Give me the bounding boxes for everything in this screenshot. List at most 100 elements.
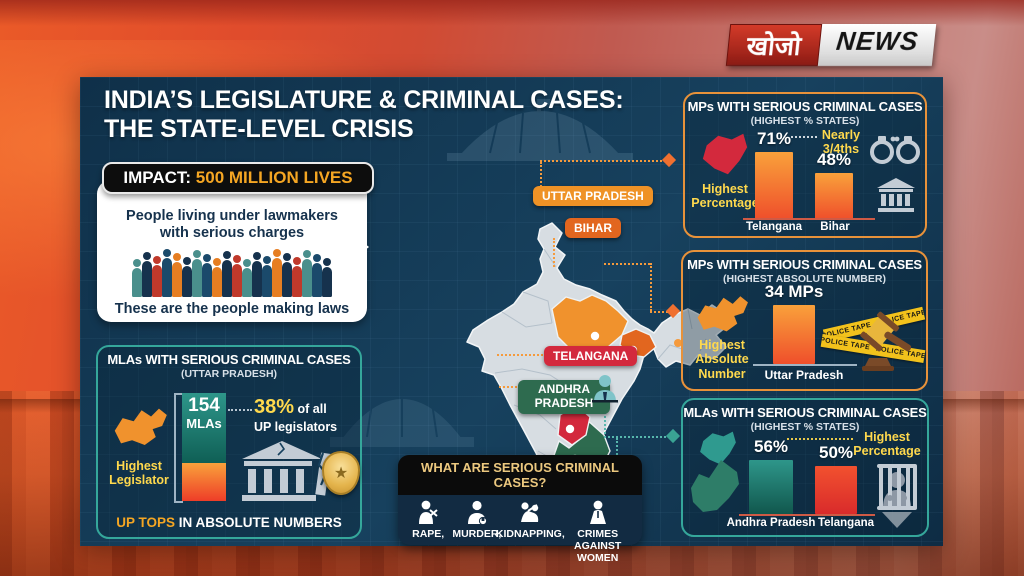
police-badge-icon: ★ [322, 451, 360, 495]
panel-subtitle: (HIGHEST ABSOLUTE NUMBER) [723, 273, 886, 285]
panel-subtitle: (HIGHEST % STATES) [750, 115, 860, 127]
bar-label-uttar-pradesh: Uttar Pradesh [764, 368, 844, 382]
serious-items: RAPE, MURDER, KIDNAPPING, [398, 495, 642, 564]
kidnapping-icon [521, 502, 539, 522]
telangana-shape-teal-icon [700, 431, 736, 465]
panel-footer: UP TOPS IN ABSOLUTE NUMBERS [116, 515, 342, 530]
murder-icon [467, 500, 487, 526]
rape-icon [419, 500, 438, 524]
person-silhouette [161, 248, 173, 297]
bar-telangana: 50% [815, 443, 857, 514]
connector-up-to-mp-panel [540, 160, 670, 162]
nearly-three-fourths-note: Nearly 3/4ths [821, 128, 861, 157]
person-silhouette [241, 258, 253, 297]
handcuffs-icon [870, 136, 920, 164]
person-silhouette [181, 256, 193, 297]
person-silhouette [271, 248, 283, 297]
map-label-telangana: TELANGANA [544, 346, 638, 366]
down-arrow-icon [882, 512, 912, 528]
crimes-against-women-icon [589, 500, 606, 524]
map-label-bihar: BIHAR [565, 218, 621, 238]
person-silhouette [151, 255, 163, 297]
chart-baseline [739, 514, 875, 516]
chart-baseline [743, 218, 875, 220]
person-silhouette [221, 250, 233, 297]
bar-bihar: 48% [815, 150, 853, 219]
person-silhouette [321, 257, 333, 297]
panel-serious-cases: WHAT ARE SERIOUS CRIMINAL CASES? RAPE, M… [398, 455, 642, 564]
bar-label-telangana: Telangana [817, 517, 875, 529]
connector-to-serious [616, 438, 618, 455]
bar-unit: MLAs [186, 415, 222, 431]
impact-description: People living under lawmakers with serio… [126, 208, 338, 242]
title-line2: THE STATE-LEVEL CRISIS [104, 115, 414, 143]
parliament-watermark-small-icon [330, 393, 474, 447]
bar-value: 71% [756, 129, 792, 148]
panel-subtitle: (UTTAR PRADESH) [180, 368, 278, 380]
connector-andhra [499, 386, 517, 388]
impact-speech-bubble: People living under lawmakers with serio… [97, 180, 369, 322]
impact-value: 500 MILLION LIVES [195, 168, 353, 187]
connector-ap-down [604, 404, 606, 438]
telangana-shape-icon [702, 133, 748, 175]
bar-label-bihar: Bihar [820, 221, 850, 233]
bar-value: 154 [188, 395, 220, 416]
connector-ne-v [650, 263, 652, 311]
panel-mla-percentage: MLAs WITH SERIOUS CRIMINAL CASES (HIGHES… [681, 398, 929, 537]
person-silhouette [211, 257, 223, 297]
bar-telangana: 71% [755, 129, 793, 219]
connector-bihar [553, 238, 555, 267]
panel-title: MLAs WITH SERIOUS CRIMINAL CASES [107, 352, 351, 367]
person-marker-icon [592, 375, 618, 403]
logo-news-text: NEWS [817, 24, 937, 66]
map-label-andhra-pradesh: ANDHRA PRADESH [518, 380, 610, 414]
jail-icon [877, 464, 917, 510]
panel-title: MPs WITH SERIOUS CRIMINAL CASES [687, 99, 923, 114]
uttar-pradesh-shape-icon [697, 296, 748, 332]
note-leader [787, 438, 853, 440]
connector-ne-h1 [604, 263, 650, 265]
person-silhouette [141, 251, 153, 297]
bar-teal-segment: 154 MLAs [182, 393, 226, 463]
bar-orange-segment [182, 463, 226, 501]
connector-arrow-1 [661, 152, 677, 168]
note-bracket [791, 136, 817, 138]
bar-value: 34 MPs [764, 282, 824, 301]
person-silhouette [261, 255, 273, 297]
andhra-pradesh-shape-icon [691, 460, 739, 512]
person-silhouette [291, 256, 303, 297]
mla-stacked-bar: 154 MLAs [182, 393, 226, 501]
connector-telangana [497, 354, 543, 356]
bar-value: 48% [816, 150, 852, 169]
person-silhouette [311, 253, 323, 297]
serious-item-crimes-against-women: CRIMES AGAINST WOMEN [559, 500, 636, 564]
serious-item-rape: RAPE, [404, 500, 452, 540]
serious-item-kidnapping: KIDNAPPING, [496, 500, 565, 540]
title-line1: INDIA’S LEGISLATURE & CRIMINAL CASES: [104, 86, 624, 114]
person-silhouette [131, 258, 143, 297]
serious-title: WHAT ARE SERIOUS CRIMINAL CASES? [398, 455, 642, 495]
bar-value: 50% [818, 443, 854, 462]
highest-absolute-number-label: Highest Absolute Number [695, 338, 749, 381]
logo-hindi-text: खोजो [725, 24, 823, 66]
connector-ap-right [604, 436, 670, 438]
connector-up-vert [540, 162, 542, 187]
highest-legislator-label: Highest Legislator [109, 459, 169, 488]
highest-percentage-label: Highest Percentage [691, 182, 759, 211]
impact-caption: These are the people making laws [114, 300, 350, 317]
panel-mp-percentage: MPs WITH SERIOUS CRIMINAL CASES (HIGHEST… [683, 92, 927, 238]
sky-gradient [0, 0, 1024, 26]
person-silhouette [171, 252, 183, 297]
bar-andhra-pradesh: 56% [749, 437, 793, 514]
parliament-watermark-icon [447, 99, 633, 161]
highest-percentage-note: Highest Percentage [853, 430, 921, 459]
channel-logo: खोजो NEWS [725, 24, 937, 66]
pct-value: 38% [254, 396, 295, 418]
bar-value: 56% [753, 437, 789, 456]
panel-mla-uttar-pradesh: MLAs WITH SERIOUS CRIMINAL CASES (UTTAR … [96, 345, 362, 539]
map-label-uttar-pradesh: UTTAR PRADESH [533, 186, 653, 206]
panel-subtitle: (HIGHEST % STATES) [750, 421, 860, 433]
bar-axis [174, 393, 183, 503]
person-silhouette [301, 249, 313, 297]
